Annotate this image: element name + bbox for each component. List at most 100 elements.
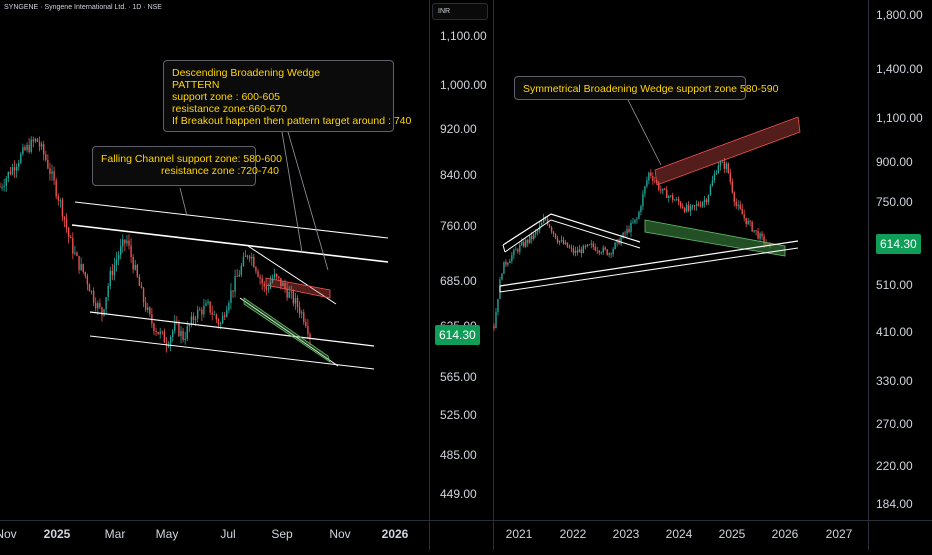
candle [286, 288, 288, 298]
currency-selector[interactable]: INR [432, 3, 488, 20]
candle [727, 163, 730, 173]
candle [501, 273, 503, 280]
candle [253, 256, 255, 268]
candle [184, 338, 186, 340]
candle [161, 331, 163, 333]
candle [646, 180, 648, 187]
candle [61, 200, 64, 217]
daily-candles [0, 136, 311, 353]
candle [648, 172, 650, 181]
descending-broadening-wedge [239, 245, 339, 367]
weekly-candles [493, 157, 771, 331]
y-tick-label-daily: 525.00 [440, 408, 477, 422]
candle [650, 172, 652, 176]
candle [99, 303, 101, 308]
x-tick-label-daily: Mar [105, 527, 126, 541]
resistance-zone-box [265, 277, 331, 299]
candle [109, 270, 111, 286]
candle [592, 243, 594, 247]
x-tick-label-weekly: 2021 [506, 527, 533, 541]
candle [604, 247, 606, 250]
support-zone-box [243, 297, 331, 363]
y-tick-label-weekly: 510.00 [876, 278, 913, 292]
candle [588, 244, 591, 246]
candle [86, 275, 89, 285]
candle [153, 323, 155, 332]
candle [7, 171, 10, 179]
candle [263, 283, 265, 287]
candle [5, 178, 7, 186]
candle [240, 265, 243, 275]
candle [194, 318, 197, 320]
candle [531, 235, 533, 240]
candle [124, 239, 126, 244]
candle [701, 202, 704, 207]
candle [630, 222, 632, 233]
candle [290, 291, 292, 293]
candle [534, 231, 537, 234]
x-tick-label-weekly: 2023 [613, 527, 640, 541]
candle [205, 303, 207, 306]
candle [178, 321, 180, 336]
candle [624, 232, 626, 234]
candle [767, 243, 769, 245]
x-tick-label-daily: Nov [0, 527, 17, 541]
candle [107, 285, 109, 298]
candle [217, 319, 220, 325]
candle [503, 261, 505, 274]
y-tick-label-weekly: 270.00 [876, 417, 913, 431]
candle [542, 219, 545, 223]
candle [111, 270, 114, 276]
candle [679, 202, 682, 207]
candle [739, 204, 741, 209]
candle [3, 185, 5, 187]
y-tick-label-daily: 485.00 [440, 448, 477, 462]
candle [533, 233, 535, 240]
candle [242, 256, 245, 266]
candle [763, 236, 765, 244]
candle [296, 298, 299, 307]
candle [230, 290, 232, 303]
candle [115, 259, 118, 265]
candle [681, 206, 684, 209]
candle [721, 161, 724, 163]
candle [505, 261, 507, 265]
candle [136, 264, 139, 277]
candle [70, 237, 72, 239]
candle [725, 163, 728, 169]
candle [134, 264, 136, 270]
candle [57, 196, 59, 201]
y-tick-label-weekly: 330.00 [876, 374, 913, 388]
candle [38, 141, 41, 147]
annotation-line: support zone : 600-605 [172, 91, 280, 103]
channel-upper-outer-line [74, 201, 389, 239]
annotation-line: Descending Broadening Wedge [172, 67, 321, 79]
candle [769, 243, 771, 245]
annotation-line: Symmetrical Broadening Wedge support zon… [523, 83, 779, 95]
candle [215, 314, 218, 320]
candle [88, 284, 91, 292]
candle [523, 242, 525, 247]
candle [273, 274, 276, 278]
candle [221, 315, 224, 324]
right-callout-pointer [627, 99, 662, 166]
y-tick-label-daily: 685.00 [440, 274, 477, 288]
candle [527, 240, 529, 243]
candle [305, 322, 307, 327]
x-tick-label-weekly: 2027 [826, 527, 853, 541]
candle [677, 199, 680, 203]
candle [761, 233, 763, 237]
candle [190, 316, 193, 325]
candle [122, 239, 124, 247]
candle [672, 195, 674, 201]
candle [495, 311, 497, 329]
channel-lower-outer-line [89, 335, 375, 370]
y-tick-label-weekly: 220.00 [876, 459, 913, 473]
annotation-line: resistance zone :720-740 [161, 165, 279, 177]
broadening-wedge-annotation: Descending Broadening Wedge PATTERN supp… [163, 60, 411, 132]
last-price-tag-right: 614.30 [876, 234, 921, 254]
candle [596, 250, 598, 252]
candle [244, 255, 247, 257]
candle [632, 222, 634, 224]
